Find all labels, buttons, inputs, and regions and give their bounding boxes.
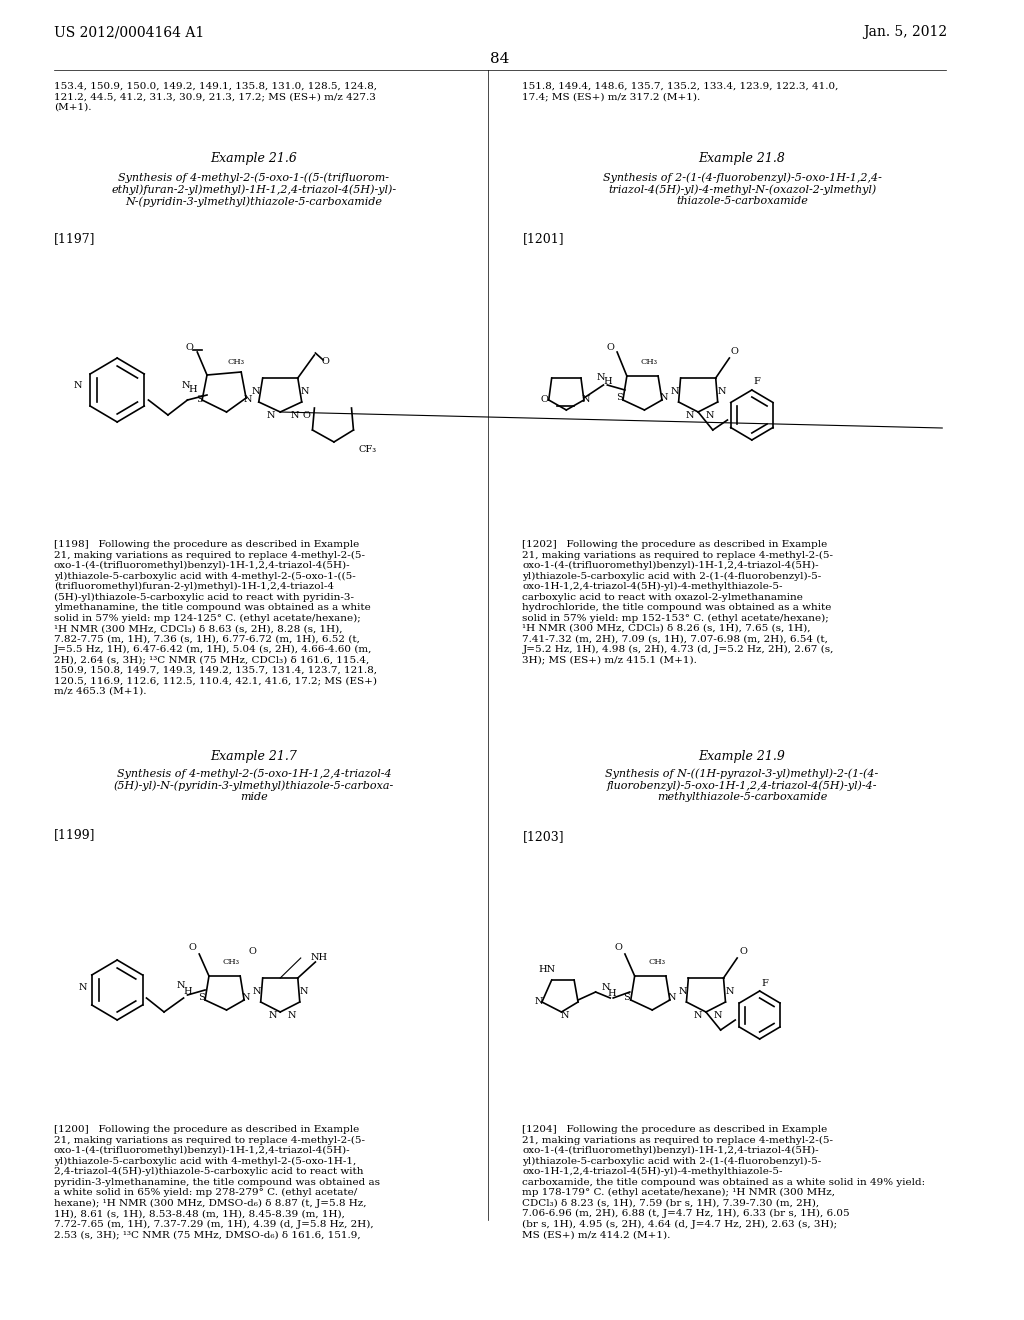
Text: N: N (596, 374, 605, 383)
Text: Synthesis of 2-(1-(4-fluorobenzyl)-5-oxo-1H-1,2,4-
triazol-4(5H)-yl)-4-methyl-N-: Synthesis of 2-(1-(4-fluorobenzyl)-5-oxo… (603, 172, 882, 206)
Text: N: N (252, 388, 260, 396)
Text: [1198]   Following the procedure as described in Example
21, making variations a: [1198] Following the procedure as descri… (53, 540, 377, 696)
Text: [1204]   Following the procedure as described in Example
21, making variations a: [1204] Following the procedure as descri… (522, 1125, 926, 1239)
Text: N: N (582, 396, 590, 404)
Text: Jan. 5, 2012: Jan. 5, 2012 (863, 25, 947, 40)
Text: O: O (249, 948, 257, 957)
Text: H: H (188, 385, 197, 395)
Text: N: N (242, 994, 250, 1002)
Text: F: F (761, 978, 768, 987)
Text: [1201]: [1201] (522, 232, 564, 246)
Text: N: N (176, 982, 185, 990)
Text: H: H (603, 378, 611, 387)
Text: Synthesis of 4-methyl-2-(5-oxo-1H-1,2,4-triazol-4
(5H)-yl)-N-(pyridin-3-ylmethyl: Synthesis of 4-methyl-2-(5-oxo-1H-1,2,4-… (114, 768, 394, 803)
Text: CH₃: CH₃ (641, 358, 657, 366)
Text: [1203]: [1203] (522, 830, 564, 843)
Text: N: N (668, 994, 676, 1002)
Text: Synthesis of N-((1H-pyrazol-3-yl)methyl)-2-(1-(4-
fluorobenzyl)-5-oxo-1H-1,2,4-t: Synthesis of N-((1H-pyrazol-3-yl)methyl)… (605, 768, 879, 803)
Text: Example 21.8: Example 21.8 (698, 152, 785, 165)
Text: N: N (706, 412, 714, 421)
Text: N: N (300, 388, 309, 396)
Text: O: O (541, 396, 549, 404)
Text: NH: NH (310, 953, 328, 962)
Text: N: N (718, 388, 726, 396)
Text: Example 21.6: Example 21.6 (210, 152, 297, 165)
Text: [1197]: [1197] (53, 232, 95, 246)
Text: N: N (266, 411, 274, 420)
Text: HN: HN (539, 965, 555, 974)
Text: N: N (79, 982, 87, 991)
Text: 153.4, 150.9, 150.0, 149.2, 149.1, 135.8, 131.0, 128.5, 124.8,
121.2, 44.5, 41.2: 153.4, 150.9, 150.0, 149.2, 149.1, 135.8… (53, 82, 377, 112)
Text: N: N (686, 412, 694, 421)
Text: O: O (188, 944, 197, 953)
Text: Example 21.9: Example 21.9 (698, 750, 785, 763)
Text: O: O (303, 411, 310, 420)
Text: CH₃: CH₃ (223, 958, 240, 966)
Text: CH₃: CH₃ (227, 358, 245, 366)
Text: N: N (725, 987, 733, 997)
Text: N: N (299, 987, 308, 997)
Text: [1202]   Following the procedure as described in Example
21, making variations a: [1202] Following the procedure as descri… (522, 540, 834, 664)
Text: H: H (183, 987, 191, 997)
Text: F: F (754, 378, 760, 387)
Text: N: N (714, 1011, 722, 1020)
Text: O: O (185, 343, 194, 352)
Text: Example 21.7: Example 21.7 (210, 750, 297, 763)
Text: N: N (74, 380, 82, 389)
Text: N: N (601, 983, 609, 993)
Text: S: S (624, 994, 630, 1002)
Text: N: N (560, 1011, 568, 1020)
Text: O: O (739, 948, 746, 957)
Text: N: N (694, 1011, 702, 1020)
Text: H: H (608, 990, 616, 998)
Text: N: N (253, 987, 261, 997)
Text: N: N (535, 998, 543, 1006)
Text: O: O (322, 358, 329, 367)
Text: O: O (614, 944, 622, 953)
Text: N: N (181, 380, 189, 389)
Text: O: O (730, 347, 738, 356)
Text: N: N (291, 411, 299, 420)
Text: [1200]   Following the procedure as described in Example
21, making variations a: [1200] Following the procedure as descri… (53, 1125, 380, 1239)
Text: S: S (196, 396, 203, 404)
Text: O: O (606, 342, 614, 351)
Text: N: N (288, 1011, 296, 1020)
Text: N: N (671, 388, 679, 396)
Text: 151.8, 149.4, 148.6, 135.7, 135.2, 133.4, 123.9, 122.3, 41.0,
17.4; MS (ES+) m/z: 151.8, 149.4, 148.6, 135.7, 135.2, 133.4… (522, 82, 839, 102)
Text: S: S (198, 994, 205, 1002)
Text: N: N (678, 987, 687, 997)
Text: Synthesis of 4-methyl-2-(5-oxo-1-((5-(trifluorom-
ethyl)furan-2-yl)methyl)-1H-1,: Synthesis of 4-methyl-2-(5-oxo-1-((5-(tr… (112, 172, 396, 207)
Text: N: N (659, 393, 669, 403)
Text: CH₃: CH₃ (648, 958, 666, 966)
Text: [1199]: [1199] (53, 828, 95, 841)
Text: N: N (244, 396, 252, 404)
Text: N: N (268, 1011, 276, 1020)
Text: US 2012/0004164 A1: US 2012/0004164 A1 (53, 25, 204, 40)
Text: CF₃: CF₃ (358, 446, 377, 454)
Text: 84: 84 (490, 51, 510, 66)
Text: S: S (615, 393, 623, 403)
